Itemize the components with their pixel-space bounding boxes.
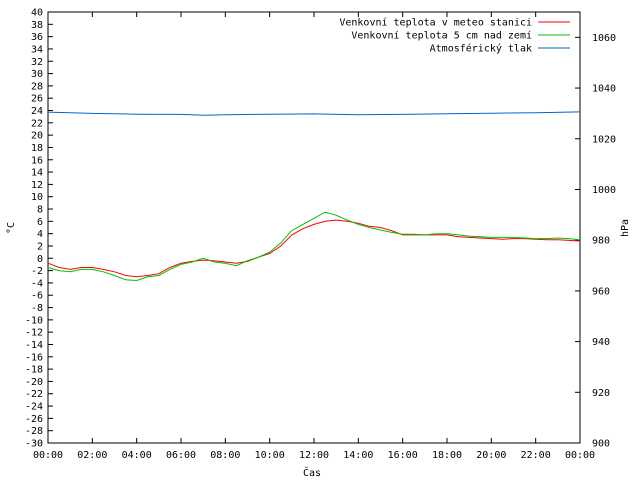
y-left-tick-label: 4	[37, 229, 43, 240]
x-axis-label: Čas	[303, 466, 321, 479]
y-left-tick-label: -30	[25, 439, 43, 450]
y-left-tick-label: -14	[25, 340, 43, 351]
y-left-tick-label: 20	[31, 131, 43, 142]
x-tick-label: 04:00	[122, 450, 152, 461]
y-right-tick-label: 900	[592, 439, 610, 450]
x-tick-label: 22:00	[521, 450, 551, 461]
x-axis-ticks: 00:00 02:00 04:00 06:00 08:00 10:00 12:00 14:00…	[33, 12, 595, 461]
y-right-tick-label: 940	[592, 337, 610, 348]
y-right-tick-label: 1020	[592, 134, 616, 145]
series-line-3	[47, 111, 581, 116]
y-left-tick-label: -24	[25, 402, 43, 413]
x-tick-label: 14:00	[343, 450, 373, 461]
x-tick-label: 10:00	[255, 450, 285, 461]
y-left-tick-label: 8	[37, 205, 43, 216]
series-lines	[47, 111, 581, 282]
x-tick-label: 02:00	[77, 450, 107, 461]
x-tick-label: 00:00	[33, 450, 63, 461]
y-left-tick-label: -22	[25, 389, 43, 400]
y-right-axis-label: hPa	[620, 219, 631, 237]
x-tick-label: 00:00	[565, 450, 595, 461]
legend: Venkovní teplota v meteo staniciVenkovní…	[339, 17, 570, 55]
y-left-tick-label: -4	[31, 278, 43, 289]
y-left-tick-label: 14	[31, 168, 43, 179]
x-tick-label: 12:00	[299, 450, 329, 461]
y-left-tick-label: -12	[25, 328, 43, 339]
y-left-axis-label: °C	[6, 222, 17, 234]
y-left-tick-label: -6	[31, 291, 43, 302]
y-left-tick-label: 16	[31, 155, 43, 166]
x-tick-label: 18:00	[432, 450, 462, 461]
y-right-tick-label: 920	[592, 388, 610, 399]
y-left-tick-label: -26	[25, 414, 43, 425]
y-left-tick-label: 22	[31, 118, 43, 129]
y-left-tick-label: 28	[31, 81, 43, 92]
x-tick-label: 16:00	[388, 450, 418, 461]
y-left-tick-label: 36	[31, 32, 43, 43]
x-tick-label: 06:00	[166, 450, 196, 461]
y-left-tick-label: -16	[25, 352, 43, 363]
y-left-tick-label: -20	[25, 377, 43, 388]
legend-label-2: Venkovní teplota 5 cm nad zemí	[351, 30, 532, 42]
y-left-tick-label: -2	[31, 266, 43, 277]
y-left-tick-label: 10	[31, 192, 43, 203]
y-right-tick-label: 1060	[592, 33, 616, 44]
y-left-tick-label: -18	[25, 365, 43, 376]
left-axis-ticks: -30-28-26-24-22-20-18-16-14-12-10-8-6-4-…	[25, 8, 53, 450]
y-left-tick-label: 40	[31, 8, 43, 19]
x-tick-label: 08:00	[210, 450, 240, 461]
y-left-tick-label: 32	[31, 57, 43, 68]
y-left-tick-label: 26	[31, 94, 43, 105]
y-left-tick-label: -8	[31, 303, 43, 314]
right-axis-ticks: 900 920 940 960 980 1000 1020 1040 1060	[575, 33, 616, 450]
legend-label-3: Atmosférický tlak	[430, 43, 532, 55]
y-right-tick-label: 960	[592, 286, 610, 297]
y-left-tick-label: 34	[31, 44, 43, 55]
series-line-2	[47, 211, 581, 282]
legend-label-1: Venkovní teplota v meteo stanici	[339, 17, 532, 29]
y-left-tick-label: 24	[31, 106, 43, 117]
y-left-tick-label: 0	[37, 254, 43, 265]
y-left-tick-label: 38	[31, 20, 43, 31]
y-right-tick-label: 1040	[592, 84, 616, 95]
y-left-tick-label: 12	[31, 180, 43, 191]
y-left-tick-label: 30	[31, 69, 43, 80]
y-left-tick-label: 2	[37, 241, 43, 252]
y-left-tick-label: -28	[25, 426, 43, 437]
y-right-tick-label: 1000	[592, 185, 616, 196]
y-left-tick-label: -10	[25, 315, 43, 326]
y-right-tick-label: 980	[592, 236, 610, 247]
x-tick-label: 20:00	[476, 450, 506, 461]
y-left-tick-label: 6	[37, 217, 43, 228]
series-line-1	[47, 219, 581, 278]
y-left-tick-label: 18	[31, 143, 43, 154]
